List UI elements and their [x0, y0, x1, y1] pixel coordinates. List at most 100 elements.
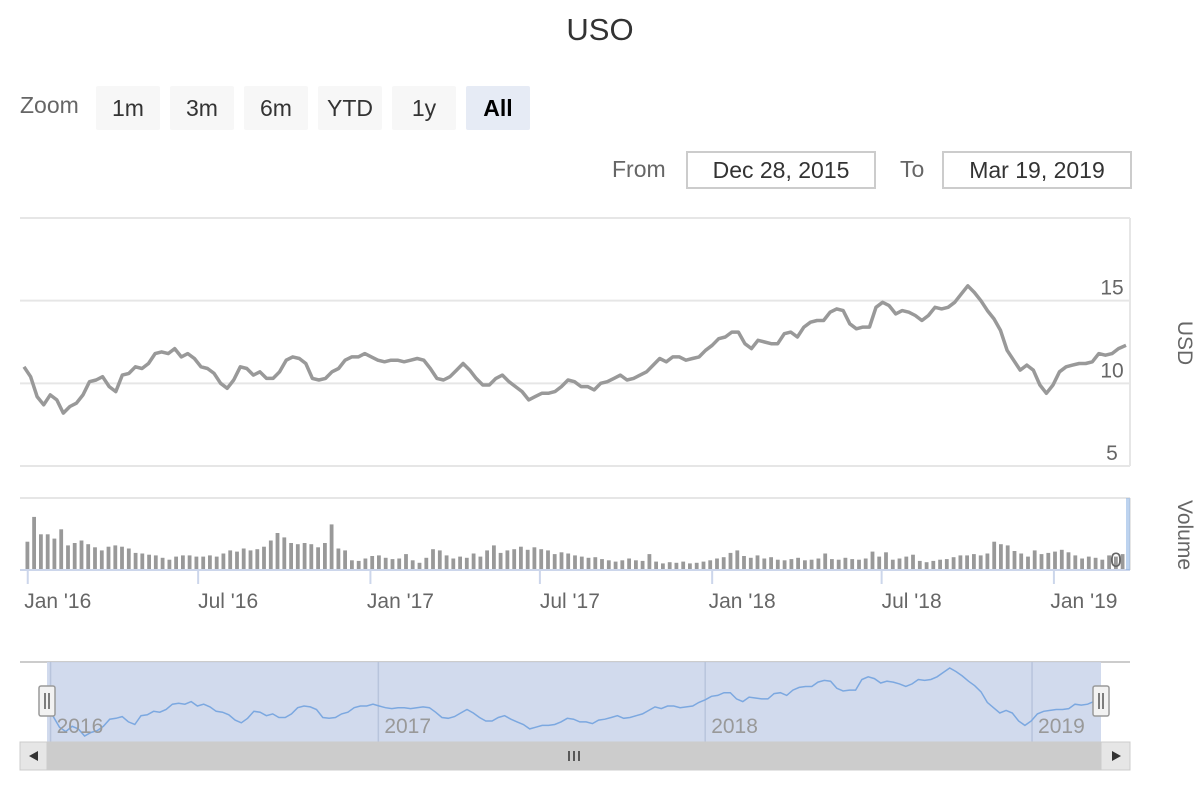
volume-bar	[884, 552, 888, 569]
volume-bar	[715, 558, 719, 569]
volume-y-axis-title: Volume	[1173, 500, 1196, 570]
volume-bar	[843, 557, 848, 569]
volume-bar	[606, 560, 611, 569]
volume-bar	[1073, 555, 1078, 569]
arrow-right-icon	[1112, 751, 1121, 761]
navigator-year-label: 2019	[1038, 715, 1085, 738]
volume-bar	[782, 560, 787, 569]
volume-bar	[904, 556, 909, 569]
zoom-label: Zoom	[20, 92, 79, 118]
volume-bar	[613, 561, 618, 569]
volume-bar	[661, 563, 665, 569]
volume-bar	[789, 559, 794, 569]
navigator-selected-range[interactable]	[47, 662, 1101, 742]
volume-bar	[951, 557, 956, 569]
volume-bar	[356, 560, 361, 569]
volume-bar	[769, 557, 773, 569]
to-date-input[interactable]	[942, 151, 1132, 189]
from-date-input[interactable]	[686, 151, 876, 189]
volume-bar	[823, 553, 828, 569]
volume-bar	[634, 560, 638, 569]
volume-bar	[404, 554, 408, 569]
volume-bar	[573, 555, 577, 569]
zoom-3m-button[interactable]: 3m	[170, 86, 234, 130]
volume-bar	[201, 556, 206, 569]
price-y-axis-title: USD	[1173, 321, 1196, 365]
volume-bar	[268, 540, 273, 569]
volume-bar	[701, 561, 706, 569]
navigator-series-line	[46, 667, 1102, 737]
volume-bar	[539, 549, 544, 569]
volume-bar	[748, 557, 753, 569]
zoom-all-button[interactable]: All	[466, 86, 530, 130]
volume-bar	[255, 549, 260, 569]
volume-bar	[140, 553, 145, 569]
volume-bar	[579, 556, 584, 569]
volume-bar	[106, 546, 111, 569]
volume-bar	[654, 561, 658, 569]
volume-bar	[870, 551, 875, 569]
volume-bar	[336, 548, 341, 569]
volume-bar	[295, 544, 300, 569]
price-series-line[interactable]	[22, 284, 1127, 415]
volume-bar	[464, 557, 469, 569]
volume-bar	[52, 538, 57, 569]
volume-bar	[1120, 554, 1125, 569]
x-tick-label: Jan '18	[709, 590, 776, 613]
volume-bar	[323, 543, 327, 569]
volume-bar	[796, 557, 800, 569]
x-axis-ticks: Jan '16 Jul '16 Jan '17 Jul '17 Jan '18 Jul '…	[24, 570, 1117, 613]
volume-bar	[478, 556, 483, 569]
volume-bar	[944, 559, 949, 569]
volume-bar	[167, 559, 172, 569]
scrollbar[interactable]	[19, 741, 1131, 771]
volume-bar	[809, 559, 814, 569]
volume-bar	[890, 559, 895, 569]
volume-bar	[1053, 551, 1057, 569]
volume-bar	[174, 556, 178, 569]
price-y-axis-labels: 5 10 15	[1100, 277, 1123, 465]
volume-bar	[1026, 556, 1030, 569]
navigator-year-labels: 2016 2017 2018 2019	[57, 715, 1085, 738]
volume-bar	[424, 557, 429, 569]
volume-bar	[755, 555, 760, 569]
volume-bar	[485, 550, 489, 569]
zoom-1m-button[interactable]: 1m	[96, 86, 160, 130]
zoom-ytd-button[interactable]: YTD	[318, 86, 382, 130]
volume-bar	[262, 546, 266, 569]
volume-y-tick-0: 0	[1110, 549, 1122, 572]
navigator-left-handle[interactable]	[38, 685, 56, 717]
x-tick-label: Jan '19	[1050, 590, 1117, 613]
volume-bar	[316, 547, 320, 569]
volume-bar	[978, 555, 983, 569]
volume-bar	[1107, 555, 1111, 569]
volume-bar	[593, 557, 598, 569]
volume-bar	[377, 555, 381, 569]
volume-bar	[924, 562, 929, 569]
zoom-1y-button[interactable]: 1y	[392, 86, 456, 130]
volume-bar	[417, 562, 422, 569]
x-tick-label: Jul '16	[198, 590, 258, 613]
volume-bar	[931, 560, 936, 569]
volume-bar	[775, 559, 780, 569]
from-label: From	[612, 156, 666, 182]
volume-bar	[133, 552, 138, 569]
volume-bar	[985, 553, 990, 569]
volume-bar	[1032, 550, 1037, 569]
volume-bar	[221, 553, 226, 569]
volume-bar	[45, 534, 50, 569]
volume-bar	[32, 516, 36, 569]
zoom-6m-button[interactable]: 6m	[244, 86, 308, 130]
volume-bar	[160, 557, 165, 569]
volume-bar	[667, 562, 672, 569]
volume-bar	[694, 562, 699, 569]
volume-bar	[1114, 556, 1118, 569]
volume-bar	[857, 559, 861, 569]
volume-bar	[120, 546, 124, 569]
navigator[interactable]: 2016 2017 2018 2019	[20, 661, 1130, 742]
navigator-right-handle[interactable]	[1092, 685, 1110, 717]
volume-bar	[999, 544, 1003, 569]
volume-bar	[370, 556, 375, 569]
volume-bar	[451, 558, 456, 569]
